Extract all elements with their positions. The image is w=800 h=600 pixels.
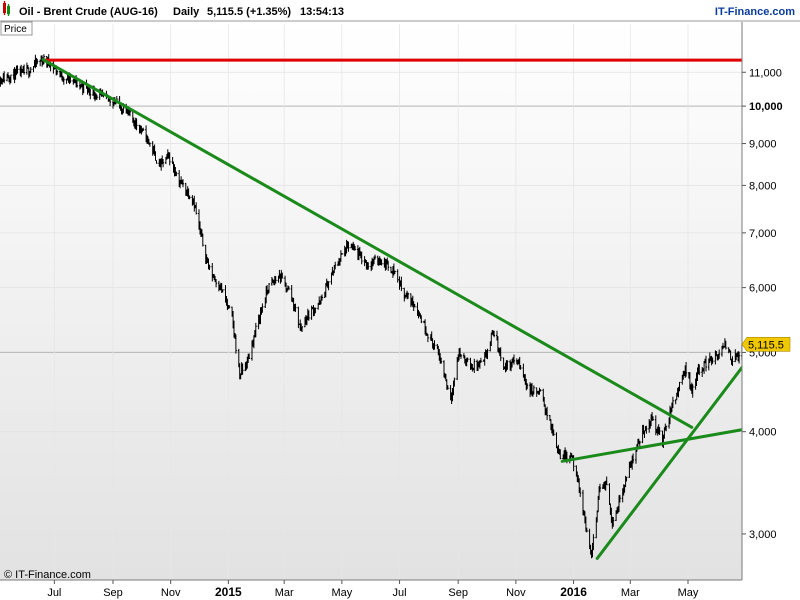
- y-tick-label: 3,000: [749, 529, 777, 541]
- last-price-tag-text: 5,115.5: [748, 339, 784, 351]
- x-tick-label: Sep: [448, 587, 468, 599]
- x-tick-label: 2016: [560, 585, 587, 599]
- trend-line: [595, 347, 758, 560]
- x-tick-label: May: [678, 587, 699, 599]
- y-tick-label: 9,000: [749, 139, 777, 151]
- x-tick-label: 2015: [215, 585, 242, 599]
- trend-line: [560, 425, 758, 463]
- x-tick-label: Jul: [47, 587, 61, 599]
- pane-label: Price: [4, 24, 27, 35]
- interval-label: Daily: [173, 6, 200, 18]
- x-tick-label: May: [331, 587, 352, 599]
- y-axis-panel: [742, 22, 800, 580]
- plot-background: [0, 22, 742, 580]
- y-tick-label: 8,000: [749, 180, 777, 192]
- price-bars: [0, 54, 752, 559]
- y-axis: 3,0004,0005,0006,0007,0008,0009,00010,00…: [742, 67, 783, 541]
- x-tick-label: Jul: [393, 587, 407, 599]
- x-axis: Jul Sep Nov 2015 Mar May Jul Sep Nov 2016 Mar May: [47, 580, 699, 599]
- x-tick-label: Nov: [506, 587, 526, 599]
- brand-link[interactable]: IT-Finance.com: [715, 6, 795, 18]
- x-axis-panel: [0, 580, 800, 600]
- header-bar: [0, 0, 800, 21]
- x-tick-label: Mar: [275, 587, 294, 599]
- last-price-change: 5,115.5 (+1.35%): [207, 6, 291, 18]
- y-tick-label: 4,000: [749, 427, 777, 439]
- y-tick-label: 10,000: [749, 101, 783, 113]
- trend-line: [41, 58, 694, 429]
- copyright-notice: © IT-Finance.com: [4, 569, 91, 581]
- last-price-tag: 5,115.5: [741, 336, 791, 352]
- y-tick-label: 7,000: [749, 228, 777, 240]
- x-tick-label: Mar: [621, 587, 640, 599]
- x-tick-label: Nov: [161, 587, 181, 599]
- x-tick-label: Sep: [103, 587, 123, 599]
- y-tick-label: 6,000: [749, 283, 777, 295]
- pane-label-box: [0, 21, 33, 36]
- grid-lines: [0, 24, 742, 580]
- price-series: [0, 54, 752, 559]
- drawings[interactable]: [41, 58, 758, 560]
- chart-type-icon: [3, 1, 10, 16]
- update-time: 13:54:13: [300, 6, 344, 18]
- instrument-name: Oil - Brent Crude (AUG-16): [19, 6, 158, 18]
- y-tick-label: 11,000: [749, 67, 782, 79]
